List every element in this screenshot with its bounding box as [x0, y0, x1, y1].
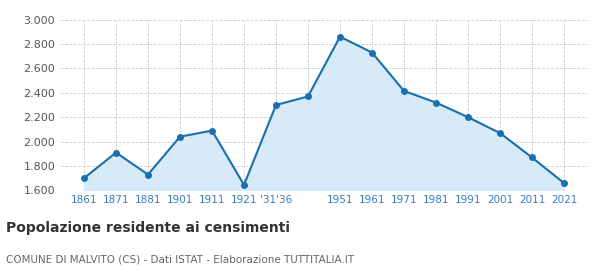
Text: Popolazione residente ai censimenti: Popolazione residente ai censimenti [6, 221, 290, 235]
Text: COMUNE DI MALVITO (CS) - Dati ISTAT - Elaborazione TUTTITALIA.IT: COMUNE DI MALVITO (CS) - Dati ISTAT - El… [6, 255, 354, 265]
